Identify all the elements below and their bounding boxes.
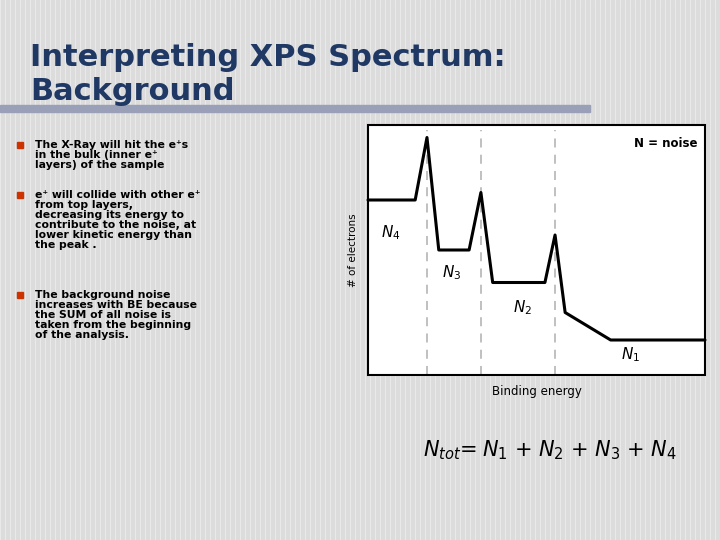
- Text: Binding energy: Binding energy: [492, 384, 582, 397]
- Text: e⁺ will collide with other e⁺: e⁺ will collide with other e⁺: [35, 190, 200, 200]
- Text: N = noise: N = noise: [634, 137, 697, 150]
- Text: $N_2$: $N_2$: [513, 298, 532, 317]
- Text: Background: Background: [30, 78, 235, 106]
- Text: contribute to the noise, at: contribute to the noise, at: [35, 220, 196, 230]
- Text: increases with BE because: increases with BE because: [35, 300, 197, 310]
- Bar: [368, 125, 705, 375]
- Text: decreasing its energy to: decreasing its energy to: [35, 210, 184, 220]
- Text: the SUM of all noise is: the SUM of all noise is: [35, 310, 171, 320]
- Text: of the analysis.: of the analysis.: [35, 330, 129, 340]
- Text: $N_1$: $N_1$: [621, 346, 640, 365]
- Text: $N_3$: $N_3$: [442, 263, 462, 282]
- Bar: [368, 125, 705, 375]
- Text: lower kinetic energy than: lower kinetic energy than: [35, 230, 192, 240]
- Text: $N_1$ + $N_2$ + $N_3$ + $N_4$: $N_1$ + $N_2$ + $N_3$ + $N_4$: [482, 438, 676, 462]
- Text: $N_{tot}$=: $N_{tot}$=: [423, 438, 477, 462]
- Text: the peak .: the peak .: [35, 240, 96, 250]
- Text: The X-Ray will hit the e⁺s: The X-Ray will hit the e⁺s: [35, 140, 188, 150]
- Text: Interpreting XPS Spectrum:: Interpreting XPS Spectrum:: [30, 44, 505, 72]
- Text: $N_4$: $N_4$: [382, 223, 401, 242]
- Text: in the bulk (inner e⁺: in the bulk (inner e⁺: [35, 150, 158, 160]
- Text: from top layers,: from top layers,: [35, 200, 133, 210]
- Text: layers) of the sample: layers) of the sample: [35, 160, 164, 170]
- Text: taken from the beginning: taken from the beginning: [35, 320, 191, 330]
- Bar: [0, 105, 590, 112]
- Text: # of electrons: # of electrons: [348, 213, 358, 287]
- Text: The background noise: The background noise: [35, 290, 171, 300]
